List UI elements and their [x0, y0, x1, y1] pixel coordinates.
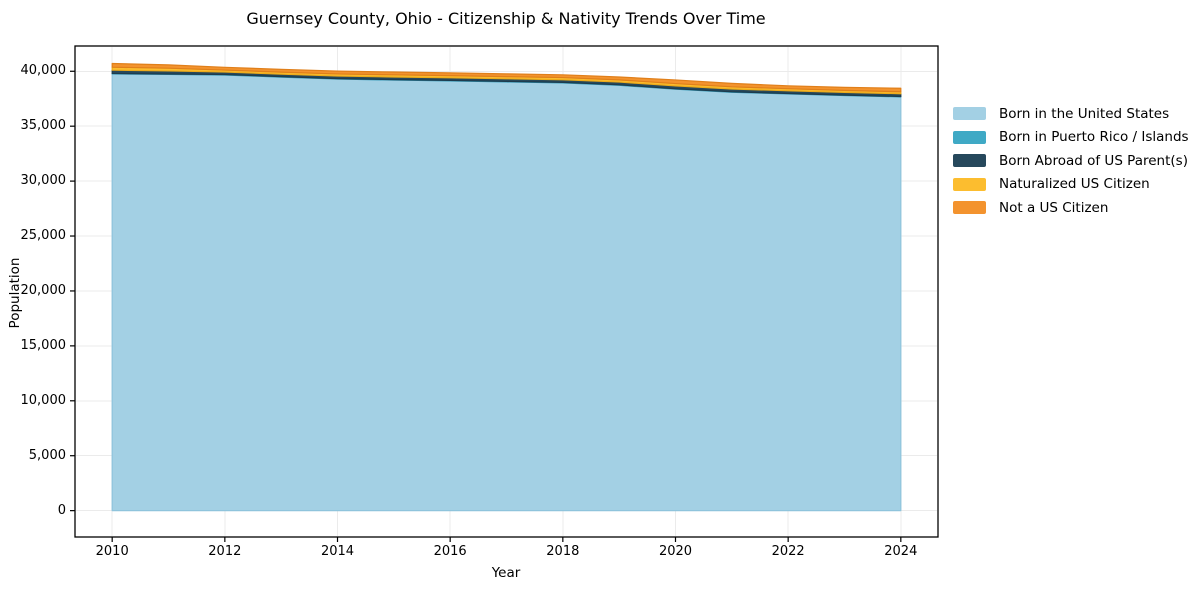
y-tick-label: 15,000 — [20, 337, 67, 353]
x-tick-label: 2024 — [884, 544, 918, 559]
tick-marks — [70, 70, 902, 542]
legend-label: Born in the United States — [999, 105, 1170, 122]
area-not-a-us-citizen — [111, 62, 902, 93]
legend-item: Naturalized US Citizen — [953, 173, 1189, 197]
chart-title: Guernsey County, Ohio - Citizenship & Na… — [246, 9, 766, 28]
y-tick-label: 10,000 — [20, 392, 67, 408]
legend-item: Born in the United States — [953, 102, 1189, 126]
legend-item: Born in Puerto Rico / Islands — [953, 126, 1189, 150]
x-tick-label: 2010 — [95, 544, 129, 559]
legend-label: Naturalized US Citizen — [999, 176, 1150, 193]
x-tick-label: 2022 — [771, 544, 805, 559]
x-tick-label: 2018 — [546, 544, 580, 559]
x-axis-title: Year — [491, 565, 521, 581]
legend-label: Born Abroad of US Parent(s) — [999, 152, 1188, 169]
legend-swatch — [953, 130, 986, 144]
y-tick-label: 5,000 — [28, 447, 66, 463]
y-tick-label: 30,000 — [20, 173, 67, 189]
y-tick-label: 40,000 — [20, 63, 67, 79]
legend-swatch — [953, 154, 986, 168]
legend-item: Born Abroad of US Parent(s) — [953, 149, 1189, 173]
legend-swatch — [953, 107, 986, 121]
area-born-in-the-united-states — [111, 73, 902, 512]
legend-item: Not a US Citizen — [953, 196, 1189, 220]
y-tick-label: 35,000 — [20, 118, 67, 134]
x-tick-label: 2020 — [658, 544, 693, 559]
legend-label: Born in Puerto Rico / Islands — [999, 129, 1189, 146]
legend: Born in the United States Born in Puerto … — [953, 102, 1189, 220]
legend-label: Not a US Citizen — [999, 199, 1109, 216]
x-tick-label: 2012 — [208, 544, 242, 559]
y-tick-label: 25,000 — [20, 228, 67, 244]
legend-swatch — [953, 177, 986, 191]
legend-swatch — [953, 201, 986, 215]
y-tick-label: 0 — [57, 502, 66, 518]
x-tick-label: 2016 — [433, 544, 467, 559]
y-tick-label: 20,000 — [20, 282, 67, 298]
x-tick-label: 2014 — [320, 544, 355, 559]
